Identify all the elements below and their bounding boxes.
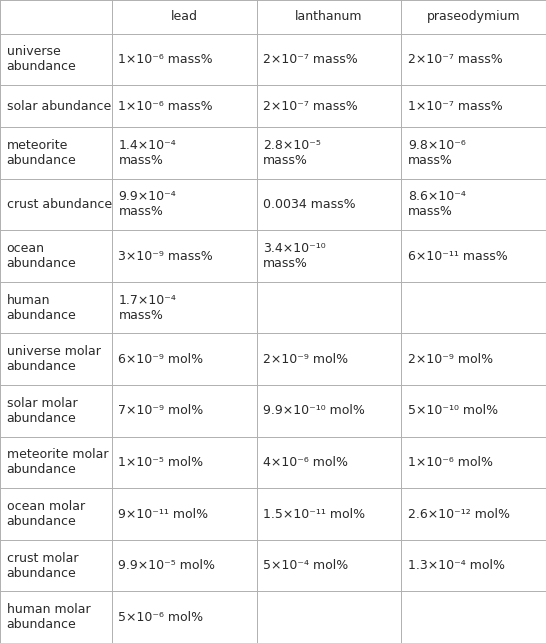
Text: 3×10⁻⁹ mass%: 3×10⁻⁹ mass% xyxy=(118,249,213,262)
Text: 2.6×10⁻¹² mol%: 2.6×10⁻¹² mol% xyxy=(408,507,510,521)
Text: 8.6×10⁻⁴
mass%: 8.6×10⁻⁴ mass% xyxy=(408,190,466,219)
Text: meteorite
abundance: meteorite abundance xyxy=(7,139,76,167)
Text: meteorite molar
abundance: meteorite molar abundance xyxy=(7,448,108,476)
Text: human molar
abundance: human molar abundance xyxy=(7,603,90,631)
Text: 6×10⁻¹¹ mass%: 6×10⁻¹¹ mass% xyxy=(408,249,508,262)
Text: 9.8×10⁻⁶
mass%: 9.8×10⁻⁶ mass% xyxy=(408,139,466,167)
Text: 2.8×10⁻⁵
mass%: 2.8×10⁻⁵ mass% xyxy=(263,139,321,167)
Text: 2×10⁻⁹ mol%: 2×10⁻⁹ mol% xyxy=(408,353,493,366)
Text: solar abundance: solar abundance xyxy=(7,100,111,113)
Text: 9×10⁻¹¹ mol%: 9×10⁻¹¹ mol% xyxy=(118,507,209,521)
Text: universe molar
abundance: universe molar abundance xyxy=(7,345,100,373)
Text: 1.7×10⁻⁴
mass%: 1.7×10⁻⁴ mass% xyxy=(118,294,176,322)
Text: 1.5×10⁻¹¹ mol%: 1.5×10⁻¹¹ mol% xyxy=(263,507,365,521)
Text: solar molar
abundance: solar molar abundance xyxy=(7,397,77,425)
Text: 3.4×10⁻¹⁰
mass%: 3.4×10⁻¹⁰ mass% xyxy=(263,242,326,270)
Text: 5×10⁻⁶ mol%: 5×10⁻⁶ mol% xyxy=(118,611,204,624)
Text: 9.9×10⁻⁵ mol%: 9.9×10⁻⁵ mol% xyxy=(118,559,216,572)
Text: 9.9×10⁻¹⁰ mol%: 9.9×10⁻¹⁰ mol% xyxy=(263,404,365,417)
Text: 1×10⁻⁶ mass%: 1×10⁻⁶ mass% xyxy=(118,53,213,66)
Text: 5×10⁻⁴ mol%: 5×10⁻⁴ mol% xyxy=(263,559,348,572)
Text: 1.3×10⁻⁴ mol%: 1.3×10⁻⁴ mol% xyxy=(408,559,505,572)
Text: crust molar
abundance: crust molar abundance xyxy=(7,552,78,579)
Text: ocean molar
abundance: ocean molar abundance xyxy=(7,500,85,528)
Text: 1×10⁻⁶ mol%: 1×10⁻⁶ mol% xyxy=(408,456,493,469)
Text: 1×10⁻⁷ mass%: 1×10⁻⁷ mass% xyxy=(408,100,503,113)
Text: lead: lead xyxy=(171,10,198,23)
Text: 2×10⁻⁷ mass%: 2×10⁻⁷ mass% xyxy=(263,53,358,66)
Text: 2×10⁻⁷ mass%: 2×10⁻⁷ mass% xyxy=(408,53,503,66)
Text: crust abundance: crust abundance xyxy=(7,198,112,211)
Text: 4×10⁻⁶ mol%: 4×10⁻⁶ mol% xyxy=(263,456,348,469)
Text: 5×10⁻¹⁰ mol%: 5×10⁻¹⁰ mol% xyxy=(408,404,498,417)
Text: 2×10⁻⁹ mol%: 2×10⁻⁹ mol% xyxy=(263,353,348,366)
Text: ocean
abundance: ocean abundance xyxy=(7,242,76,270)
Text: lanthanum: lanthanum xyxy=(295,10,363,23)
Text: 7×10⁻⁹ mol%: 7×10⁻⁹ mol% xyxy=(118,404,204,417)
Text: 9.9×10⁻⁴
mass%: 9.9×10⁻⁴ mass% xyxy=(118,190,176,219)
Text: 0.0034 mass%: 0.0034 mass% xyxy=(263,198,356,211)
Text: human
abundance: human abundance xyxy=(7,294,76,322)
Text: 1×10⁻⁵ mol%: 1×10⁻⁵ mol% xyxy=(118,456,204,469)
Text: universe
abundance: universe abundance xyxy=(7,46,76,73)
Text: 1×10⁻⁶ mass%: 1×10⁻⁶ mass% xyxy=(118,100,213,113)
Text: 1.4×10⁻⁴
mass%: 1.4×10⁻⁴ mass% xyxy=(118,139,176,167)
Text: praseodymium: praseodymium xyxy=(427,10,520,23)
Text: 6×10⁻⁹ mol%: 6×10⁻⁹ mol% xyxy=(118,353,204,366)
Text: 2×10⁻⁷ mass%: 2×10⁻⁷ mass% xyxy=(263,100,358,113)
